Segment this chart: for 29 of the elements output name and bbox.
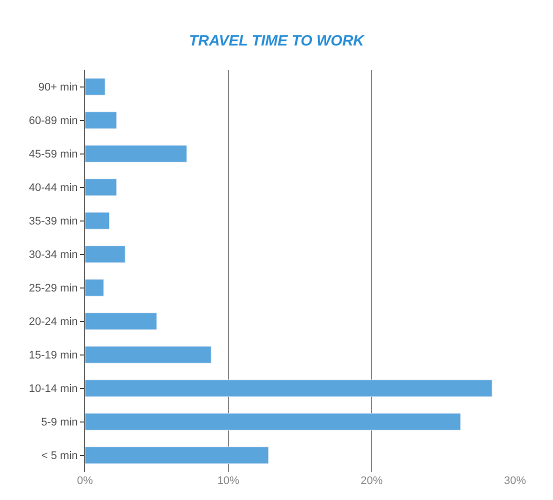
x-tick-label: 0% — [77, 475, 94, 487]
y-tick-label: < 5 min — [41, 450, 78, 462]
y-tick-label: 25-29 min — [28, 282, 78, 295]
bar — [85, 212, 110, 230]
y-tick-label: 5-9 min — [41, 416, 78, 429]
y-tick-label: 20-24 min — [28, 316, 78, 328]
bar — [85, 178, 117, 196]
bar — [85, 346, 212, 364]
y-tick-label: 60-89 min — [28, 115, 78, 128]
y-tick-label: 10-14 min — [28, 383, 78, 396]
bar — [85, 279, 104, 296]
bar — [85, 246, 126, 263]
chart-title: TRAVEL TIME TO WORK — [189, 32, 366, 50]
y-tick-label: 45-59 min — [28, 148, 78, 161]
bar — [85, 413, 461, 430]
bar — [85, 78, 106, 96]
bar — [85, 380, 492, 397]
y-tick-label: 15-19 min — [28, 350, 78, 362]
bar — [85, 446, 269, 464]
bar — [85, 312, 157, 330]
x-tick-label: 20% — [360, 475, 383, 487]
y-tick-label: 35-39 min — [28, 216, 78, 228]
y-tick-label: 40-44 min — [28, 182, 78, 194]
x-tick-label: 30% — [504, 475, 526, 487]
y-tick-label: 30-34 min — [28, 249, 78, 262]
y-tick-label: 90+ min — [38, 82, 78, 94]
x-tick-label: 10% — [217, 475, 240, 487]
bar — [85, 145, 188, 162]
bar — [85, 112, 117, 129]
